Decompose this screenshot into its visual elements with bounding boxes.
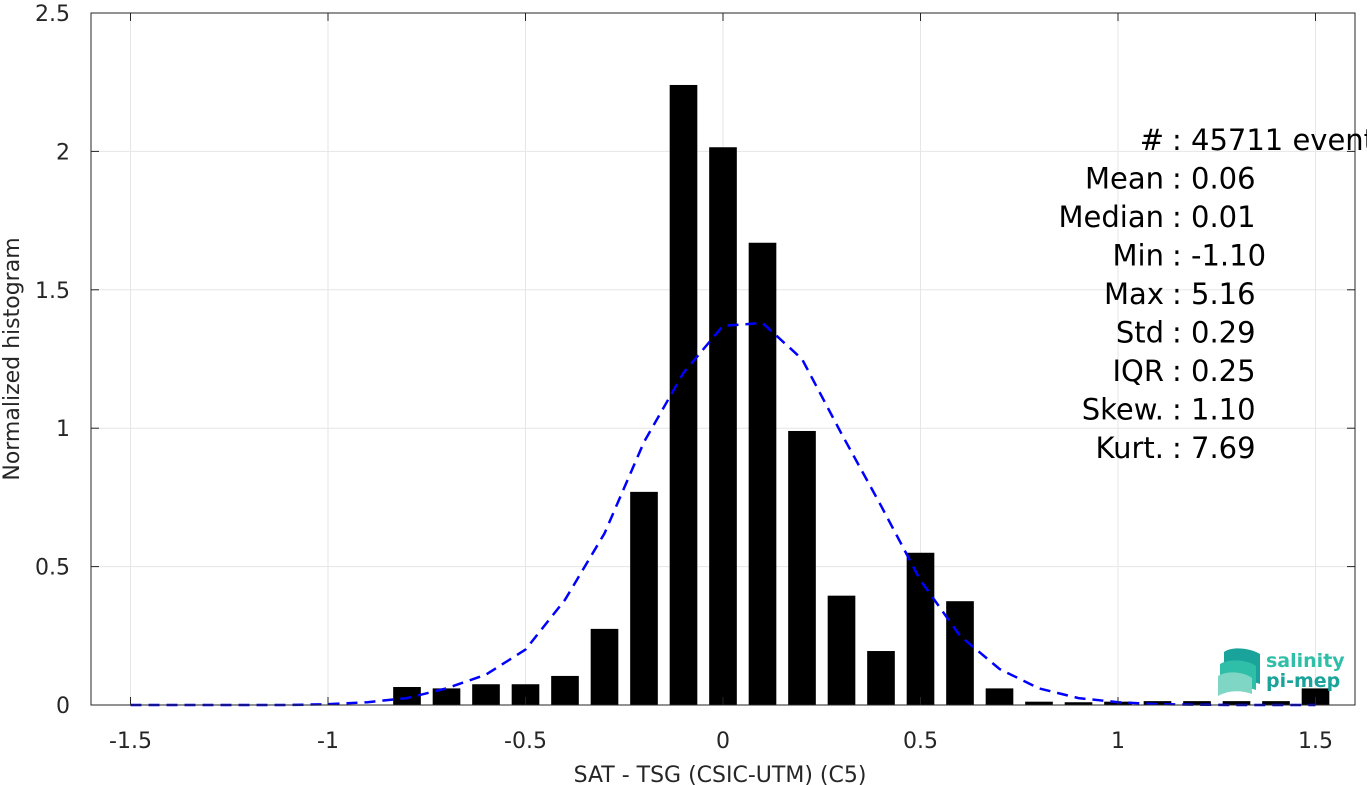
histogram-bar [1222, 701, 1251, 705]
stats-line: Max: 5.16 [1104, 277, 1256, 311]
x-axis-title: SAT - TSG (CSIC-UTM) (C5) [574, 763, 867, 785]
axis-ticks [91, 12, 1355, 706]
histogram-bars [393, 84, 1330, 706]
x-tick-labels: -1.5 -1 -0.5 0 0.5 1 1.5 [109, 729, 1333, 754]
x-tick-label: -1 [317, 729, 339, 754]
stats-line: Median: 0.01 [1059, 200, 1256, 234]
histogram-bar [985, 688, 1014, 705]
statistics-box: #: 45711 events Mean: 0.06 Median: 0.01 Min… [1059, 123, 1367, 465]
stats-line: Skew.: 1.10 [1082, 393, 1256, 427]
histogram-bar [788, 430, 816, 705]
gaussian-fit-curve [130, 321, 1316, 707]
histogram-bar [1064, 702, 1093, 705]
x-tick-label: 0 [716, 729, 730, 754]
histogram-bar [1301, 688, 1330, 705]
histogram-bar [748, 242, 777, 705]
x-tick-label: 1.5 [1298, 729, 1333, 754]
logo-text-pimep: pi-mep [1266, 670, 1340, 692]
histogram-bar [1143, 701, 1172, 705]
stats-line: IQR: 0.25 [1112, 354, 1255, 388]
histogram-bar [432, 688, 461, 705]
histogram-bar [590, 628, 619, 705]
histogram-bar [827, 595, 856, 705]
histogram-bar [511, 684, 540, 705]
histogram-bar [1262, 701, 1290, 705]
stats-line: Mean: 0.06 [1085, 162, 1256, 196]
x-tick-label: 1 [1111, 729, 1125, 754]
y-tick-label: 2.5 [35, 2, 70, 27]
salinity-pi-mep-logo: salinity pi-mep [1218, 648, 1345, 696]
stats-line: Min: -1.10 [1113, 239, 1267, 273]
stats-line: Kurt.: 7.69 [1096, 431, 1256, 465]
histogram-bar [709, 147, 737, 706]
y-tick-labels: 0 0.5 1 1.5 2 2.5 [35, 2, 70, 719]
histogram-bar [906, 552, 935, 705]
x-tick-label: -1.5 [109, 729, 152, 754]
histogram-bar [472, 684, 500, 705]
stats-line: Std: 0.29 [1116, 316, 1256, 350]
y-tick-label: 1 [56, 417, 70, 442]
histogram-bar [630, 491, 658, 705]
histogram-bar [393, 687, 421, 705]
histogram-bar [1183, 701, 1211, 705]
y-tick-label: 1.5 [35, 279, 70, 304]
wave-logo-icon [1218, 648, 1260, 696]
stats-line: #: 45711 events [1140, 123, 1367, 157]
y-axis-title: Normalized histogram [0, 237, 25, 480]
logo-text-salinity: salinity [1266, 650, 1345, 672]
histogram-bar [867, 651, 895, 705]
x-tick-label: -0.5 [504, 729, 547, 754]
gaussian-fit-layer [130, 321, 1316, 707]
y-tick-label: 2 [56, 140, 70, 165]
histogram-bar [669, 84, 698, 705]
y-tick-label: 0.5 [35, 556, 70, 581]
histogram-bar [1025, 701, 1053, 705]
histogram-bar [551, 675, 579, 705]
y-tick-label: 0 [56, 694, 70, 719]
x-tick-label: 0.5 [903, 729, 938, 754]
histogram-bar [946, 601, 974, 705]
